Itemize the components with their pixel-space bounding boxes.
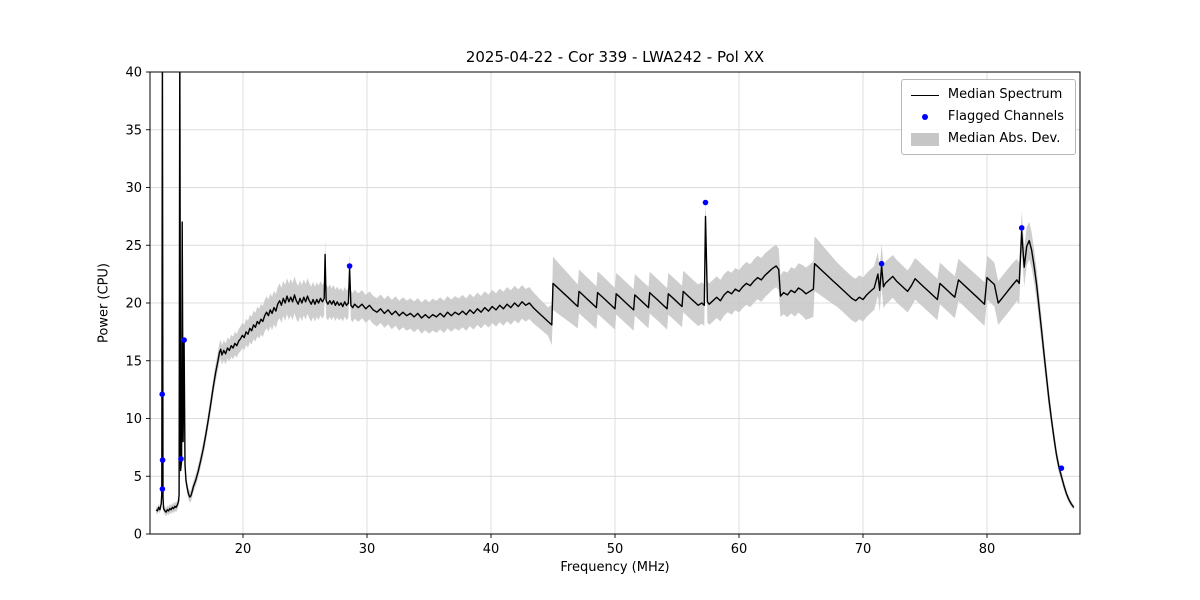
flagged-dot-swatch-icon xyxy=(911,114,939,120)
flagged-dot xyxy=(346,263,353,269)
mad-patch-swatch-icon xyxy=(910,132,939,146)
flagged-dot xyxy=(181,337,187,343)
tick-labels: 20 30 40 50 60 70 80 0 5 10 15 20 25 30 35 40 xyxy=(125,66,995,558)
flagged-dot xyxy=(1058,465,1065,472)
legend-item-median-spectrum: Median Spectrum xyxy=(910,87,1064,103)
flagged-dot xyxy=(159,391,165,398)
x-tick-label: 30 xyxy=(359,542,376,557)
x-tick-label: 50 xyxy=(607,542,624,557)
x-tick-label: 60 xyxy=(731,542,748,557)
y-tick-label: 0 xyxy=(134,528,142,543)
axis-ticks xyxy=(146,71,988,538)
median-line-swatch-icon xyxy=(910,94,939,96)
flagged-channel-dots xyxy=(159,199,1065,492)
y-tick-label: 30 xyxy=(125,181,142,196)
legend-label-median-spectrum: Median Spectrum xyxy=(947,87,1063,102)
x-axis-label: Frequency (MHz) xyxy=(560,560,670,575)
x-tick-label: 70 xyxy=(855,542,872,557)
x-tick-label: 80 xyxy=(979,542,996,557)
x-tick-label: 40 xyxy=(483,542,500,557)
y-tick-label: 10 xyxy=(125,412,142,427)
flagged-dot xyxy=(702,199,709,206)
legend-label-flagged-channels: Flagged Channels xyxy=(947,109,1064,124)
y-tick-label: 25 xyxy=(125,239,142,254)
legend-item-mad: Median Abs. Dev. xyxy=(910,131,1064,147)
legend-label-mad: Median Abs. Dev. xyxy=(947,131,1061,146)
x-tick-label: 20 xyxy=(235,542,252,557)
y-tick-label: 40 xyxy=(125,66,142,81)
y-tick-label: 20 xyxy=(125,297,142,312)
y-axis-label: Power (CPU) xyxy=(96,262,112,344)
plot-title: 2025-04-22 - Cor 339 - LWA242 - Pol XX xyxy=(465,48,765,66)
flagged-dot xyxy=(878,260,885,267)
y-tick-label: 5 xyxy=(134,470,142,485)
flagged-dot xyxy=(159,457,166,463)
y-tick-label: 35 xyxy=(125,123,142,138)
median-spectrum-line xyxy=(155,72,1075,513)
flagged-dot xyxy=(1018,225,1025,231)
flagged-dot xyxy=(178,456,184,462)
y-tick-label: 15 xyxy=(125,354,142,369)
mad-band xyxy=(156,72,1074,517)
legend: Median Spectrum Flagged Channels Median … xyxy=(900,79,1076,155)
legend-item-flagged-channels: Flagged Channels xyxy=(911,109,1064,125)
flagged-dot xyxy=(159,486,166,492)
